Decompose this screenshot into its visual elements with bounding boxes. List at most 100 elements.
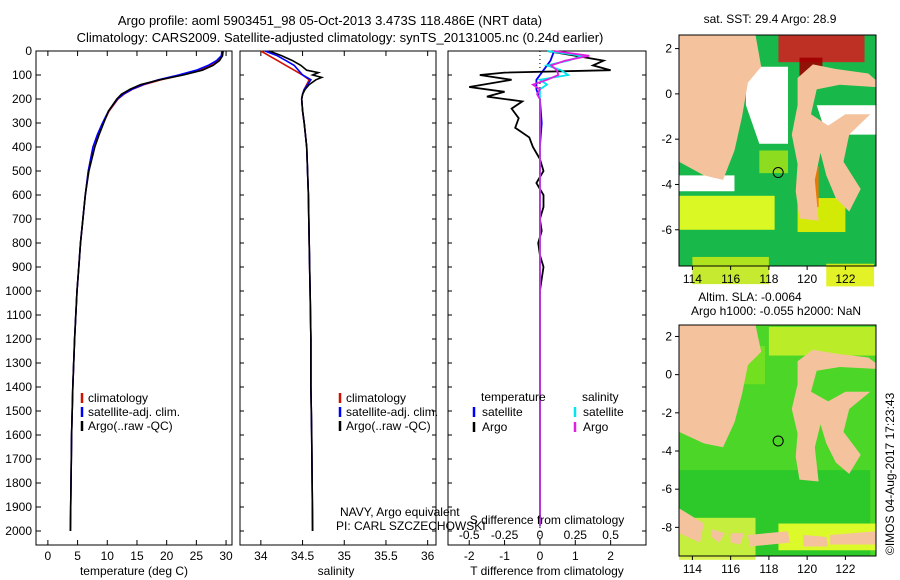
panel-frame: [239, 50, 437, 546]
legend-label: Argo: [583, 420, 609, 434]
map-color-patch: [826, 263, 875, 287]
map-land: [679, 325, 762, 448]
navy-note: NAVY, Argo equivalent: [340, 505, 460, 519]
temperature-xlabel: temperature (deg C): [80, 564, 188, 578]
map-color-patch: [768, 326, 876, 356]
map-land: [747, 531, 790, 547]
map-land: [791, 64, 876, 221]
salinity-panel: 34 34.5 35 35.5 36 climatologysatellite-adj. …: [239, 50, 438, 563]
x-tick-label: 122: [835, 562, 855, 576]
x-tick-label: 34: [254, 549, 268, 563]
x-tick-label: 20: [160, 549, 174, 563]
y-tick-label: 900: [12, 260, 32, 274]
x-tick-label: 116: [721, 562, 740, 576]
map-frame: [678, 324, 877, 557]
x-tick-label: -1: [499, 549, 510, 563]
x-tick-label: 30: [219, 549, 233, 563]
x-tick-label: 2: [607, 549, 614, 563]
sst-map-panel: 114 116 118 120 122 2 0 -2 -4 -6: [661, 34, 877, 287]
y-tick-label: 500: [12, 164, 32, 178]
panel-frame: [35, 50, 233, 546]
map-color-patch: [679, 195, 775, 230]
y-tick-label: 100: [12, 68, 32, 82]
y-tick-label: -4: [661, 444, 672, 458]
map-land: [679, 508, 704, 543]
legend-label: Argo(..raw -QC): [346, 419, 431, 433]
x-tick-label: 114: [683, 562, 702, 576]
argo-position-marker: [772, 435, 784, 447]
series-line-satellite: [264, 50, 314, 532]
x-tick-label: 5: [74, 549, 81, 563]
x-tick-label: 10: [101, 549, 115, 563]
y-tick-label: 1600: [5, 428, 32, 442]
legend-label: climatology: [346, 391, 406, 405]
y-tick-label: 1300: [5, 356, 32, 370]
map-color-patch: [692, 256, 769, 285]
map-land: [791, 349, 876, 482]
y-tick-label: -6: [661, 223, 672, 237]
series-line-s-argo: [530, 50, 590, 527]
x-tick-label: 36: [421, 549, 435, 563]
series-line-satellite: [69, 50, 223, 532]
y-tick-label: 800: [12, 236, 32, 250]
y-tick-label: 2: [665, 329, 672, 343]
x2-tick-label: 0.25: [564, 528, 588, 542]
legend-title-salinity: salinity: [582, 390, 619, 404]
x-tick-label: 120: [797, 562, 817, 576]
figure-title-line2: Climatology: CARS2009. Satellite-adjuste…: [77, 30, 604, 45]
x-tick-label: 114: [683, 272, 702, 286]
legend-label: satellite-adj. clim.: [346, 405, 438, 419]
y-tick-label: 400: [12, 140, 32, 154]
map-no-data: [679, 175, 735, 192]
y-tick-label: 0: [665, 368, 672, 382]
x-tick-label: 15: [130, 549, 144, 563]
x-tick-label: 34.5: [291, 549, 315, 563]
map-land: [730, 533, 744, 545]
legend-label: satellite: [583, 405, 624, 419]
sla-map-title-line2: Argo h1000: -0.055 h2000: NaN: [691, 304, 861, 318]
x-tick-label: 0: [45, 549, 52, 563]
y-tick-label: 2000: [5, 524, 32, 538]
series-line-climatology: [69, 50, 224, 532]
x-tick-label: 35: [338, 549, 352, 563]
y-tick-label: -2: [661, 132, 672, 146]
series-line-argo: [268, 50, 325, 532]
map-land: [803, 535, 829, 547]
y-tick-label: 600: [12, 188, 32, 202]
pi-note: PI: CARL SZCZECHOWSKI: [336, 519, 486, 533]
y-tick-label: 1200: [5, 332, 32, 346]
x-tick-label: -2: [464, 549, 475, 563]
legend-label: satellite: [482, 405, 523, 419]
salinity-xlabel: salinity: [318, 564, 355, 578]
y-tick-label: -8: [661, 520, 672, 534]
argo-position-marker: [772, 167, 784, 179]
y-tick-label: 1800: [5, 476, 32, 490]
map-land: [711, 529, 725, 543]
x2-tick-label: -0.5: [459, 528, 480, 542]
y-tick-label: 700: [12, 212, 32, 226]
x-tick-label: 116: [721, 272, 740, 286]
y-tick-label: -2: [661, 406, 672, 420]
map-color-patch: [778, 35, 865, 63]
y-tick-label: 300: [12, 116, 32, 130]
sst-map-title: sat. SST: 29.4 Argo: 28.9: [704, 12, 837, 26]
legend-label: Argo(..raw -QC): [88, 419, 173, 433]
map-land: [830, 531, 876, 545]
y-tick-label: 1900: [5, 500, 32, 514]
legend-label: Argo: [482, 420, 508, 434]
y-tick-label: 200: [12, 92, 32, 106]
sla-map-panel: 114 116 118 120 122 2 0 -2 -4 -6 -8: [661, 324, 877, 576]
difference-x2label: S difference from climatology: [470, 513, 625, 527]
y-tick-label: -4: [661, 177, 672, 191]
series-line-s-satellite: [537, 50, 583, 527]
legend-title-temperature: temperature: [481, 390, 546, 404]
map-color-patch: [759, 150, 789, 174]
x2-tick-label: 0.5: [602, 528, 619, 542]
sla-map-title-line1: Altim. SLA: -0.0064: [698, 290, 802, 304]
imos-credit: ©IMOS 04-Aug-2017 17:23:43: [883, 392, 897, 555]
y-tick-label: 1000: [5, 284, 32, 298]
map-land: [679, 35, 762, 180]
difference-panel: -2-1012-0.5-0.2500.250.5temperaturesalin…: [447, 50, 647, 563]
panel-frame: [447, 50, 647, 546]
